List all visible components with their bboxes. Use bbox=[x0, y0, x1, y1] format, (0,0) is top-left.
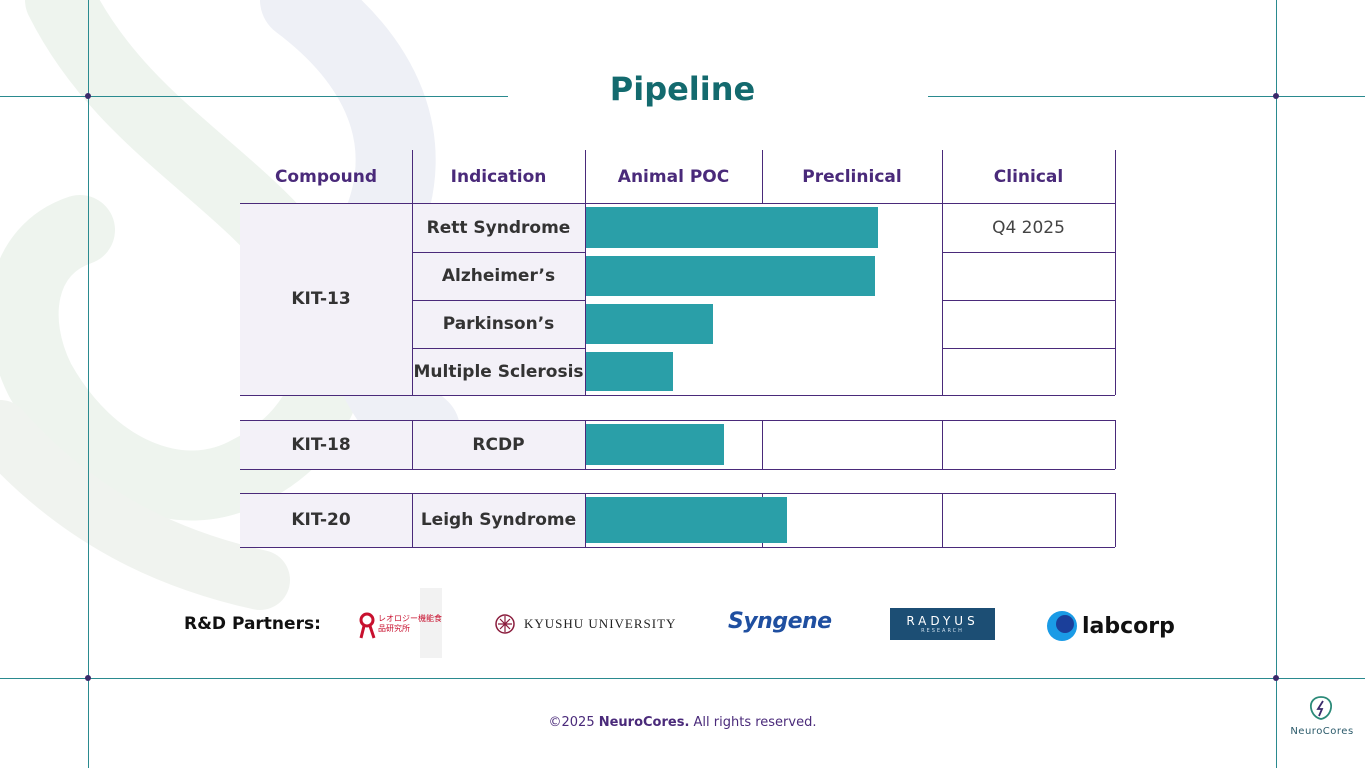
column-divider bbox=[585, 493, 586, 547]
header-divider bbox=[1115, 150, 1116, 203]
header-divider bbox=[585, 150, 586, 203]
kyushu-university-name: KYUSHU UNIVERSITY bbox=[524, 616, 677, 631]
neurocores-brain-icon bbox=[1309, 696, 1333, 720]
row-divider bbox=[412, 348, 585, 349]
column-divider bbox=[942, 203, 943, 395]
indication-cell: RCDP bbox=[472, 434, 525, 455]
progress-bar bbox=[586, 304, 713, 344]
radyus-name: RADYUS bbox=[906, 614, 979, 628]
column-divider bbox=[585, 420, 586, 469]
frame-line-left bbox=[88, 0, 89, 768]
row-divider bbox=[412, 252, 585, 253]
clinical-cell bbox=[942, 348, 1115, 395]
progress-bar bbox=[586, 256, 875, 296]
row-divider bbox=[240, 395, 1115, 396]
page-title: Pipeline bbox=[609, 70, 756, 108]
labcorp-icon bbox=[1047, 611, 1077, 641]
indication-cell: Leigh Syndrome bbox=[420, 510, 577, 530]
leology-name: レオロジー機能食品研究所 bbox=[378, 614, 442, 633]
column-divider bbox=[1115, 420, 1116, 469]
progress-bar bbox=[586, 207, 878, 248]
clinical-cell bbox=[942, 493, 1115, 547]
radyus-sub: RESEARCH bbox=[921, 628, 964, 634]
kyushu-university-logo: KYUSHU UNIVERSITY bbox=[494, 612, 676, 636]
indication-cell: Multiple Sclerosis bbox=[413, 361, 584, 382]
column-divider bbox=[762, 420, 763, 469]
indication-cell: Alzheimer’s bbox=[441, 266, 556, 286]
column-divider bbox=[942, 420, 943, 469]
header-divider bbox=[942, 150, 943, 203]
footer-brand: NeuroCores. bbox=[598, 715, 690, 730]
row-divider bbox=[942, 252, 1115, 253]
column-header-preclinical: Preclinical bbox=[802, 166, 902, 187]
column-divider bbox=[1115, 493, 1116, 547]
clinical-cell bbox=[942, 420, 1115, 469]
row-divider bbox=[412, 300, 585, 301]
labcorp-wordmark: labcorp bbox=[1082, 613, 1175, 639]
frame-dot bbox=[85, 93, 91, 99]
clinical-cell: Q4 2025 bbox=[992, 217, 1065, 238]
column-divider bbox=[942, 493, 943, 547]
compound-cell: KIT-18 bbox=[291, 434, 351, 455]
footer-prefix: ©2025 bbox=[548, 715, 599, 730]
column-header-compound: Compound bbox=[274, 166, 378, 187]
footer-copyright: ©2025 NeuroCores. All rights reserved. bbox=[0, 715, 1365, 730]
title-mask bbox=[508, 80, 928, 110]
syngene-wordmark: Syngene bbox=[728, 608, 832, 634]
leology-logo: レオロジー機能食品研究所 bbox=[358, 588, 444, 658]
clinical-cell bbox=[942, 300, 1115, 348]
column-header-clinical: Clinical bbox=[993, 166, 1064, 187]
column-divider bbox=[1115, 203, 1116, 395]
row-divider bbox=[240, 493, 1115, 494]
neurocores-logo: NeuroCores bbox=[1282, 694, 1362, 744]
progress-bar bbox=[586, 497, 787, 543]
progress-bar bbox=[586, 352, 673, 391]
header-divider bbox=[412, 150, 413, 203]
frame-dot bbox=[1273, 93, 1279, 99]
indication-cell: Rett Syndrome bbox=[426, 217, 571, 238]
syngene-logo: Syngene bbox=[728, 606, 832, 636]
row-divider bbox=[942, 300, 1115, 301]
frame-dot bbox=[85, 675, 91, 681]
indication-cell: Parkinson’s bbox=[442, 314, 555, 334]
progress-bar bbox=[586, 424, 724, 465]
column-divider bbox=[585, 203, 586, 395]
column-header-indication: Indication bbox=[450, 166, 547, 187]
labcorp-logo: labcorp bbox=[1046, 610, 1175, 642]
frame-line-bottom bbox=[0, 678, 1365, 679]
partners-label: R&D Partners: bbox=[184, 614, 321, 634]
frame-dot bbox=[1273, 675, 1279, 681]
column-header-animal-poc: Animal POC bbox=[617, 166, 730, 187]
header-divider bbox=[762, 150, 763, 203]
column-divider bbox=[412, 203, 413, 395]
compound-cell: KIT-13 bbox=[291, 289, 351, 309]
radyus-logo: RADYUS RESEARCH bbox=[890, 608, 995, 640]
kyushu-university-crest bbox=[495, 614, 515, 634]
footer-suffix: All rights reserved. bbox=[689, 715, 817, 730]
compound-cell: KIT-20 bbox=[291, 510, 351, 530]
frame-line-right bbox=[1276, 0, 1277, 768]
row-divider bbox=[942, 348, 1115, 349]
column-divider bbox=[412, 493, 413, 547]
column-divider bbox=[412, 420, 413, 469]
row-divider bbox=[240, 469, 1115, 470]
row-divider bbox=[240, 203, 1115, 204]
row-divider bbox=[240, 420, 1115, 421]
leology-icon bbox=[359, 612, 376, 639]
neurocores-wordmark: NeuroCores bbox=[1290, 726, 1354, 737]
clinical-cell bbox=[942, 252, 1115, 300]
row-divider bbox=[240, 547, 1115, 548]
